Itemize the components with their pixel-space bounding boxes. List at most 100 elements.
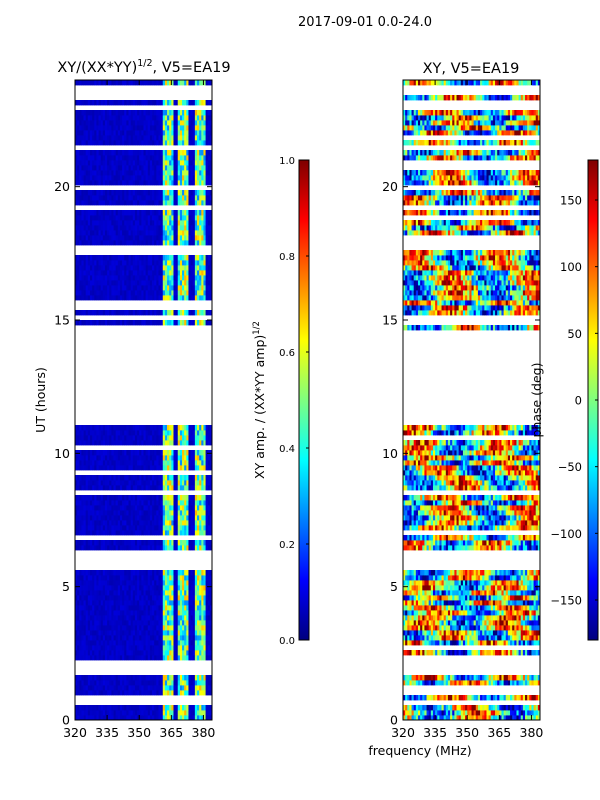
heatmap-cell [94,450,97,456]
heatmap-cell [162,165,166,171]
heatmap-cell [117,130,121,136]
heatmap-cell [81,675,84,681]
heatmap-cell [89,575,93,581]
heatmap-cell [203,635,206,641]
heatmap-cell [102,690,106,696]
heatmap-cell [169,510,172,516]
heatmap-cell [152,475,155,481]
heatmap-cell [207,450,211,456]
heatmap-cell [186,680,189,686]
heatmap-cell [137,240,140,246]
heatmap-cell [147,620,151,626]
heatmap-cell [143,515,147,521]
heatmap-cell [134,635,138,641]
heatmap-cell [83,210,87,216]
heatmap-cell [156,230,159,236]
heatmap-cell [164,460,168,466]
heatmap-cell [152,235,155,241]
heatmap-cell [137,525,140,531]
heatmap-cell [160,705,164,711]
heatmap-cell [75,160,78,166]
heatmap-cell [124,465,127,471]
heatmap-cell [171,530,174,536]
heatmap-cell [92,575,95,581]
heatmap-cell [186,495,189,501]
heatmap-cell [132,230,136,236]
heatmap-cell [111,425,114,431]
heatmap-cell [111,215,114,221]
heatmap-cell [197,130,200,136]
heatmap-cell [199,530,202,536]
heatmap-cell [190,580,194,586]
heatmap-cell [171,505,174,511]
heatmap-cell [207,530,211,536]
heatmap-cell [94,455,97,461]
heatmap-cell [175,570,179,576]
heatmap-cell [111,160,114,166]
heatmap-cell [104,320,108,326]
heatmap-cell [87,425,91,431]
heatmap-cell [81,615,84,621]
heatmap-cell [147,280,151,286]
heatmap-cell [167,455,170,461]
heatmap-cell [197,210,200,216]
heatmap-cell [96,170,99,176]
heatmap-cell [167,710,170,716]
heatmap-cell [96,485,99,491]
heatmap-cell [77,225,80,231]
heatmap-cell [134,630,138,636]
heatmap-cell [81,545,84,551]
heatmap-cell [145,200,149,206]
heatmap-cell [141,130,144,136]
heatmap-cell [184,320,187,326]
heatmap-cell [197,505,200,511]
heatmap-cell [117,595,121,601]
heatmap-cell [186,615,189,621]
heatmap-cell [102,610,106,616]
heatmap-cell [182,460,185,466]
heatmap-cell [100,505,104,511]
heatmap-cell [154,615,157,621]
heatmap-cell [128,615,132,621]
heatmap-cell [130,170,134,176]
heatmap-cell [158,515,162,521]
heatmap-cell [126,290,129,296]
heatmap-cell [209,500,212,506]
heatmap-cell [126,570,129,576]
heatmap-cell [92,260,95,266]
heatmap-cell [104,140,108,146]
heatmap-cell [119,480,123,486]
heatmap-cell [126,320,129,326]
heatmap-cell [132,480,136,486]
heatmap-cell [122,515,125,521]
heatmap-cell [173,575,177,581]
heatmap-cell [139,240,142,246]
heatmap-cell [186,295,189,301]
heatmap-cell [203,135,206,141]
heatmap-cell [100,595,104,601]
heatmap-cell [186,475,189,481]
heatmap-cell [87,575,91,581]
heatmap-cell [177,635,181,641]
heatmap-cell [89,175,93,181]
heatmap-cell [119,260,123,266]
heatmap-cell [190,125,194,131]
heatmap-cell [96,130,99,136]
heatmap-cell [152,240,155,246]
heatmap-cell [92,595,95,601]
heatmap-cell [184,480,187,486]
heatmap-cell [175,235,179,241]
heatmap-cell [117,525,121,531]
heatmap-cell [207,685,211,691]
heatmap-cell [77,120,80,126]
heatmap-cell [177,265,181,271]
heatmap-cell [154,595,157,601]
heatmap-cell [98,275,102,281]
heatmap-cell [207,675,211,681]
heatmap-cell [92,680,95,686]
heatmap-cell [145,290,149,296]
heatmap-cell [83,715,87,720]
heatmap-cell [85,175,89,181]
heatmap-cell [137,690,140,696]
heatmap-cell [188,190,191,196]
